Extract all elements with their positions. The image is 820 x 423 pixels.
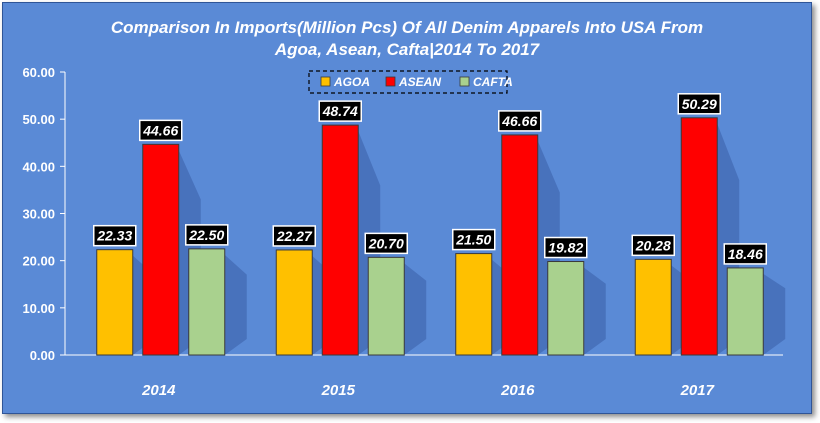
y-tick-label: 60.00 bbox=[22, 65, 55, 80]
legend-label-agoa: AGOA bbox=[333, 75, 370, 89]
bar-agoa-2015 bbox=[275, 249, 313, 356]
y-tick-label: 10.00 bbox=[22, 301, 55, 316]
data-label: 50.29 bbox=[682, 96, 717, 112]
x-axis-labels: 2014 2015 2016 2017 bbox=[141, 382, 715, 399]
chart-title-line-1: Comparison In Imports(Million Pcs) Of Al… bbox=[111, 18, 703, 37]
data-label: 48.74 bbox=[322, 103, 358, 119]
x-tick-label: 2015 bbox=[321, 382, 356, 399]
x-tick-label: 2017 bbox=[680, 382, 715, 399]
data-label-box bbox=[498, 110, 542, 132]
data-labels: 22.33 44.66 22.50 22.27 48.74 20.70 21.50 46.66… bbox=[93, 93, 767, 265]
y-tick-label: 0.00 bbox=[30, 348, 55, 363]
y-tick-label: 50.00 bbox=[22, 112, 55, 127]
legend-swatch-cafta bbox=[459, 76, 470, 87]
data-label-box bbox=[723, 243, 767, 265]
legend-border bbox=[308, 70, 508, 94]
legend-swatch-agoa bbox=[320, 76, 331, 87]
bar-asean-2015 bbox=[321, 124, 359, 356]
y-tick-label: 20.00 bbox=[22, 254, 55, 269]
data-label: 20.28 bbox=[635, 237, 671, 253]
chart-frame: Comparison In Imports(Million Pcs) Of Al… bbox=[2, 2, 812, 414]
data-label: 18.46 bbox=[728, 246, 763, 262]
bar-shadow bbox=[583, 267, 606, 355]
bars bbox=[96, 117, 764, 356]
data-label: 22.27 bbox=[276, 228, 313, 244]
bar-asean-2017 bbox=[680, 117, 718, 356]
bar-agoa-2017 bbox=[634, 258, 672, 356]
bar-shadow bbox=[224, 254, 247, 355]
legend-label-cafta: CAFTA bbox=[473, 75, 513, 89]
data-label-box bbox=[139, 119, 183, 142]
data-label: 46.66 bbox=[501, 113, 537, 129]
bar-asean-2016 bbox=[501, 134, 539, 356]
data-label: 20.70 bbox=[368, 235, 404, 251]
y-tick-label: 40.00 bbox=[22, 159, 55, 174]
data-label: 21.50 bbox=[455, 232, 491, 248]
bar-agoa-2016 bbox=[455, 253, 493, 356]
data-label: 44.66 bbox=[142, 122, 178, 138]
bar-cafta-2014 bbox=[188, 248, 226, 356]
bar-shadow bbox=[763, 273, 786, 355]
bar-cafta-2016 bbox=[547, 261, 585, 356]
data-label-box bbox=[272, 225, 316, 247]
data-label-box bbox=[452, 228, 496, 251]
y-tick-label: 30.00 bbox=[22, 207, 55, 222]
data-label-box bbox=[631, 234, 675, 257]
chart-title: Comparison In Imports(Million Pcs) Of Al… bbox=[111, 18, 703, 59]
x-tick-label: 2014 bbox=[141, 382, 176, 399]
data-label-box bbox=[93, 224, 137, 247]
legend-label-asean: ASEAN bbox=[398, 75, 441, 89]
data-label-box bbox=[364, 232, 408, 255]
data-label: 22.50 bbox=[188, 227, 224, 243]
legend-swatch-asean bbox=[385, 76, 396, 87]
data-label-box bbox=[185, 224, 229, 246]
legend: AGOA ASEAN CAFTA bbox=[308, 70, 513, 94]
data-label-box bbox=[677, 93, 721, 115]
bar-cafta-2015 bbox=[367, 256, 405, 356]
data-label: 22.33 bbox=[96, 228, 132, 244]
chart-title-line-2: Agoa, Asean, Cafta|2014 To 2017 bbox=[274, 40, 541, 59]
data-label-box bbox=[544, 236, 588, 259]
bar-agoa-2014 bbox=[96, 249, 134, 356]
bar-asean-2014 bbox=[142, 143, 180, 356]
bar-chart: Comparison In Imports(Million Pcs) Of Al… bbox=[22, 18, 786, 399]
bar-cafta-2017 bbox=[726, 267, 764, 356]
data-label: 19.82 bbox=[548, 240, 583, 256]
data-label-box bbox=[318, 100, 362, 122]
bar-shadow bbox=[404, 263, 427, 355]
x-tick-label: 2016 bbox=[500, 382, 535, 399]
